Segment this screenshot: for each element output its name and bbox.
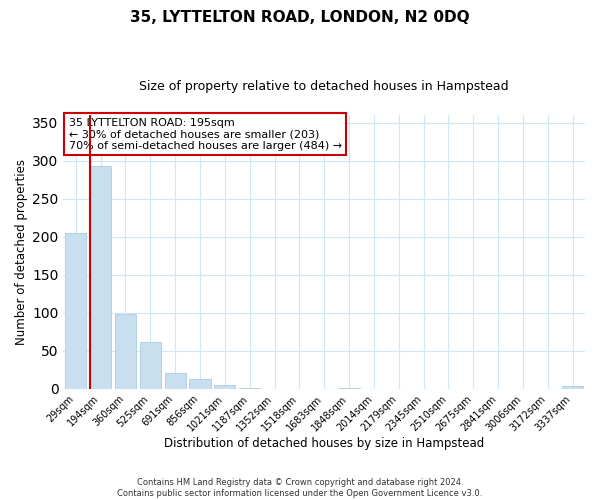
Text: Contains HM Land Registry data © Crown copyright and database right 2024.
Contai: Contains HM Land Registry data © Crown c… bbox=[118, 478, 482, 498]
Bar bbox=[140, 342, 161, 388]
Bar bbox=[190, 379, 211, 388]
Bar bbox=[65, 233, 86, 388]
X-axis label: Distribution of detached houses by size in Hampstead: Distribution of detached houses by size … bbox=[164, 437, 484, 450]
Text: 35 LYTTELTON ROAD: 195sqm
← 30% of detached houses are smaller (203)
70% of semi: 35 LYTTELTON ROAD: 195sqm ← 30% of detac… bbox=[68, 118, 342, 151]
Title: Size of property relative to detached houses in Hampstead: Size of property relative to detached ho… bbox=[139, 80, 509, 93]
Bar bbox=[115, 314, 136, 388]
Bar bbox=[214, 385, 235, 388]
Bar bbox=[562, 386, 583, 388]
Y-axis label: Number of detached properties: Number of detached properties bbox=[15, 159, 28, 345]
Bar bbox=[90, 166, 111, 388]
Bar bbox=[164, 372, 186, 388]
Text: 35, LYTTELTON ROAD, LONDON, N2 0DQ: 35, LYTTELTON ROAD, LONDON, N2 0DQ bbox=[130, 10, 470, 25]
